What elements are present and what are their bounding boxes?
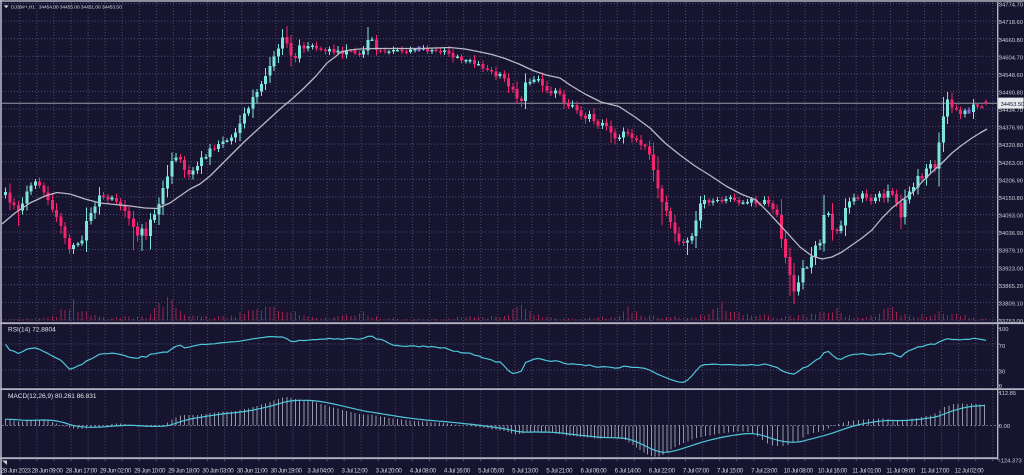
svg-text:3 Jul 04:00: 3 Jul 04:00 <box>307 468 334 475</box>
svg-text:6 Jul 14:00: 6 Jul 14:00 <box>615 468 642 475</box>
svg-text:34376.90: 34376.90 <box>999 126 1023 132</box>
svg-text:28 Jun 17:00: 28 Jun 17:00 <box>66 468 98 475</box>
svg-text:7 Jul 23:00: 7 Jul 23:00 <box>751 468 778 475</box>
svg-text:34263.00: 34263.00 <box>999 161 1023 167</box>
svg-text:30: 30 <box>999 370 1005 376</box>
svg-text:34604.70: 34604.70 <box>999 55 1023 61</box>
svg-text:6 Jul 06:00: 6 Jul 06:00 <box>580 468 607 475</box>
svg-text:34718.60: 34718.60 <box>999 20 1023 26</box>
svg-text:5 Jul 05:00: 5 Jul 05:00 <box>478 468 505 475</box>
svg-text:33865.20: 33865.20 <box>999 284 1023 290</box>
svg-text:34490.80: 34490.80 <box>999 91 1023 97</box>
svg-text:12 Jul 02:00: 12 Jul 02:00 <box>954 468 984 475</box>
svg-text:34660.80: 34660.80 <box>999 38 1023 44</box>
svg-text:3 Jul 20:00: 3 Jul 20:00 <box>376 468 403 475</box>
svg-text:29 Jun 10:00: 29 Jun 10:00 <box>134 468 166 475</box>
svg-text:34150.80: 34150.80 <box>999 196 1023 202</box>
svg-text:34548.60: 34548.60 <box>999 73 1023 79</box>
svg-text:RSI(14) 72.8804: RSI(14) 72.8804 <box>8 327 56 334</box>
svg-text:29 Jun 18:00: 29 Jun 18:00 <box>168 468 200 475</box>
svg-text:5 Jul 21:00: 5 Jul 21:00 <box>546 468 573 475</box>
svg-text:10 Jul 08:00: 10 Jul 08:00 <box>784 468 814 475</box>
svg-text:-124.373: -124.373 <box>999 458 1022 464</box>
svg-text:33809.10: 33809.10 <box>999 302 1023 308</box>
svg-text:DJ30#+,H1 34454.00 34455.00: DJ30#+,H1 34454.00 34455.00 34451.00 344… <box>11 5 122 11</box>
svg-text:10 Jul 16:00: 10 Jul 16:00 <box>818 468 848 475</box>
svg-text:33979.10: 33979.10 <box>999 249 1023 255</box>
svg-text:34434.70: 34434.70 <box>999 108 1023 114</box>
svg-text:34320.80: 34320.80 <box>999 143 1023 149</box>
svg-text:7 Jul 07:00: 7 Jul 07:00 <box>683 468 710 475</box>
svg-text:70: 70 <box>999 344 1005 350</box>
svg-text:3 Jul 12:00: 3 Jul 12:00 <box>341 468 368 475</box>
svg-text:6 Jul 22:00: 6 Jul 22:00 <box>649 468 676 475</box>
svg-text:0.00: 0.00 <box>999 424 1010 430</box>
svg-text:4 Jul 16:00: 4 Jul 16:00 <box>444 468 471 475</box>
svg-text:112.85: 112.85 <box>999 391 1016 397</box>
svg-text:30 Jun 03:00: 30 Jun 03:00 <box>202 468 234 475</box>
svg-text:30 Jun 11:00: 30 Jun 11:00 <box>237 468 268 475</box>
svg-text:5 Jul 13:00: 5 Jul 13:00 <box>512 468 539 475</box>
svg-text:11 Jul 09:00: 11 Jul 09:00 <box>886 468 915 475</box>
svg-text:33923.00: 33923.00 <box>999 266 1023 272</box>
svg-text:11 Jul 17:00: 11 Jul 17:00 <box>921 468 950 475</box>
svg-text:28 Jun 2023: 28 Jun 2023 <box>1 468 32 475</box>
svg-text:7 Jul 15:00: 7 Jul 15:00 <box>717 468 744 475</box>
svg-text:0: 0 <box>999 384 1002 390</box>
svg-text:34774.70: 34774.70 <box>999 3 1023 9</box>
svg-text:34453.50: 34453.50 <box>1001 102 1024 108</box>
svg-text:4 Jul 08:00: 4 Jul 08:00 <box>410 468 437 475</box>
svg-text:34093.00: 34093.00 <box>999 214 1023 220</box>
svg-text:28 Jun 09:00: 28 Jun 09:00 <box>32 468 64 475</box>
svg-text:34206.90: 34206.90 <box>999 178 1023 184</box>
svg-text:100: 100 <box>999 327 1009 333</box>
svg-text:MACD(12,26,9) 80.261 86.831: MACD(12,26,9) 80.261 86.831 <box>8 393 97 400</box>
svg-text:34036.90: 34036.90 <box>999 231 1023 237</box>
svg-text:11 Jul 01:00: 11 Jul 01:00 <box>852 468 881 475</box>
svg-text:33753.00: 33753.00 <box>999 319 1023 325</box>
svg-text:29 Jun 02:00: 29 Jun 02:00 <box>100 468 132 475</box>
svg-text:30 Jun 19:00: 30 Jun 19:00 <box>271 468 303 475</box>
